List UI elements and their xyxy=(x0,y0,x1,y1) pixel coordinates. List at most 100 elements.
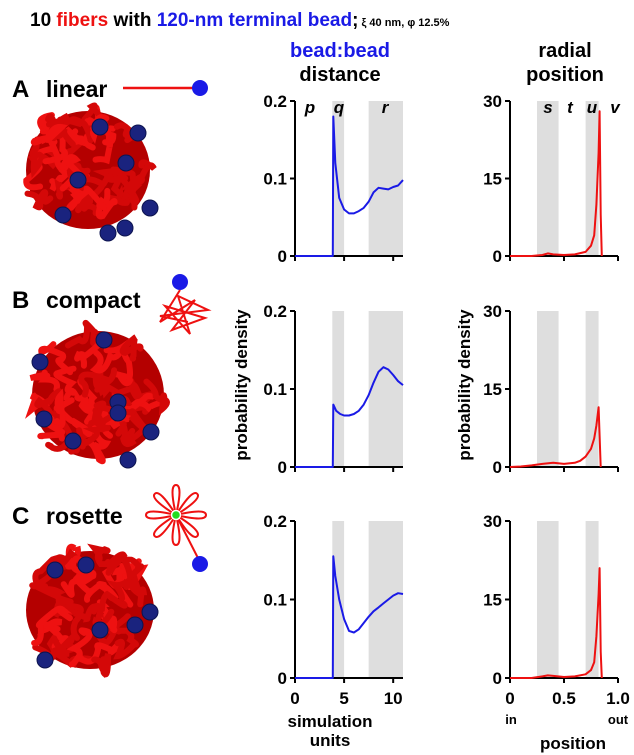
chromatin-fiber xyxy=(113,628,140,660)
terminal-bead xyxy=(116,219,134,237)
panel-letter-c: C xyxy=(12,503,29,530)
chromatin-fiber xyxy=(38,341,74,376)
shaded-band xyxy=(368,521,403,678)
chromatin-fiber xyxy=(74,569,97,596)
rosette-loop xyxy=(171,514,181,547)
charts: 0 0.1 0.2 0 15 30 0 0.1 0.2 0 15 30 0 0.1 0.2 0 5 10 0 15 30… xyxy=(263,92,629,708)
region-label-p: p xyxy=(304,98,315,117)
y-tick-label: 0 xyxy=(493,247,502,266)
chromatin-fiber xyxy=(74,338,105,369)
chart-a-radial: 0 15 30 xyxy=(483,92,619,266)
chromatin-fiber xyxy=(34,388,64,421)
terminal-bead xyxy=(141,199,159,217)
x-tick-label: 5 xyxy=(339,689,348,708)
chromatin-fiber xyxy=(66,627,93,668)
y-tick-label: 0.2 xyxy=(263,92,287,111)
header-distance-line2: distance xyxy=(299,64,380,86)
terminal-bead xyxy=(69,171,87,189)
series-line xyxy=(295,366,404,468)
terminal-bead xyxy=(35,410,53,428)
x-tick-label: 0 xyxy=(290,689,299,708)
chromatin-fiber xyxy=(119,334,144,362)
panel-name-a: linear xyxy=(46,76,107,102)
terminal-bead xyxy=(119,451,137,469)
y-tick-label: 0.2 xyxy=(263,512,287,531)
chromatin-fiber xyxy=(53,365,80,402)
chromatin-fiber xyxy=(115,421,137,448)
terminal-bead xyxy=(46,561,64,579)
shaded-band xyxy=(368,101,403,256)
header-radial-line2: position xyxy=(526,64,604,86)
region-label-v: v xyxy=(610,98,621,117)
series-line xyxy=(295,115,404,257)
chromatin-fiber xyxy=(59,151,84,192)
xlabel-position: position xyxy=(540,734,606,753)
chromatin-fiber xyxy=(31,605,73,646)
rosette-loop xyxy=(144,510,177,520)
chart-c-radial: 0 15 30 0 0.5 1.0 xyxy=(483,512,630,708)
chromatin-fiber xyxy=(104,551,128,576)
chromatin-fiber xyxy=(76,419,111,450)
compact-fiber-icon xyxy=(159,274,212,335)
ylabel-right: probability density xyxy=(455,309,474,461)
shaded-band xyxy=(332,101,345,256)
y-tick-label: 15 xyxy=(483,380,502,399)
y-tick-label: 0 xyxy=(278,247,287,266)
terminal-bead xyxy=(64,432,82,450)
panel-letter-b: B xyxy=(12,287,29,314)
chart-c-distance: 0 0.1 0.2 0 5 10 xyxy=(263,512,404,708)
y-tick-label: 0.1 xyxy=(263,380,287,399)
chromatin-fiber xyxy=(92,166,123,187)
xtick-note-out: out xyxy=(608,712,629,727)
rosette-loop xyxy=(153,492,177,516)
chromatin-render-b xyxy=(25,319,170,469)
chromatin-fiber xyxy=(29,136,45,179)
terminal-bead xyxy=(126,616,144,634)
panel-name-b: compact xyxy=(46,287,141,313)
chromatin-fiber xyxy=(91,653,112,679)
series-line xyxy=(295,555,404,679)
shaded-band xyxy=(368,311,403,467)
chart-a-distance: 0 0.1 0.2 xyxy=(263,92,404,266)
y-tick-label: 0.1 xyxy=(263,591,287,610)
region-label-s: s xyxy=(543,98,552,117)
shaded-band xyxy=(332,311,345,467)
y-tick-label: 0 xyxy=(493,458,502,477)
chart-b-distance: 0 0.1 0.2 xyxy=(263,302,404,477)
chromatin-fiber xyxy=(98,367,120,397)
chromatin-fiber xyxy=(130,575,148,608)
chromatin-fiber xyxy=(143,378,170,416)
title-semicolon: ; xyxy=(352,10,358,31)
terminal-bead xyxy=(117,154,135,172)
chromatin-fiber xyxy=(24,189,54,211)
chromatin-fiber xyxy=(65,319,99,349)
chromatin-fiber xyxy=(51,631,75,658)
chromatin-fiber xyxy=(30,123,69,146)
region-label-t: t xyxy=(567,98,574,117)
chromatin-fiber xyxy=(82,425,112,465)
x-tick-label: 0 xyxy=(505,689,514,708)
rosette-core xyxy=(170,509,182,521)
x-tick-label: 10 xyxy=(384,689,403,708)
rosette-bead xyxy=(192,556,208,572)
chromatin-fiber xyxy=(63,118,94,145)
shaded-band xyxy=(585,521,599,678)
rosette-loop xyxy=(175,514,199,538)
x-tick-label: 0.5 xyxy=(552,689,576,708)
terminal-bead xyxy=(95,331,113,349)
y-tick-label: 0.1 xyxy=(263,170,287,189)
chromatin-fiber xyxy=(95,187,118,220)
rosette-tail xyxy=(175,514,201,563)
terminal-bead xyxy=(142,423,160,441)
rosette-loop xyxy=(171,483,181,516)
y-tick-label: 30 xyxy=(483,512,502,531)
y-tick-label: 15 xyxy=(483,170,502,189)
terminal-bead xyxy=(31,353,49,371)
terminal-bead xyxy=(91,621,109,639)
header-distance-line1: bead:bead xyxy=(290,40,390,62)
shaded-band xyxy=(537,101,559,256)
terminal-bead xyxy=(54,206,72,224)
title-fibers: fibers xyxy=(56,10,108,31)
series-line xyxy=(510,567,603,679)
